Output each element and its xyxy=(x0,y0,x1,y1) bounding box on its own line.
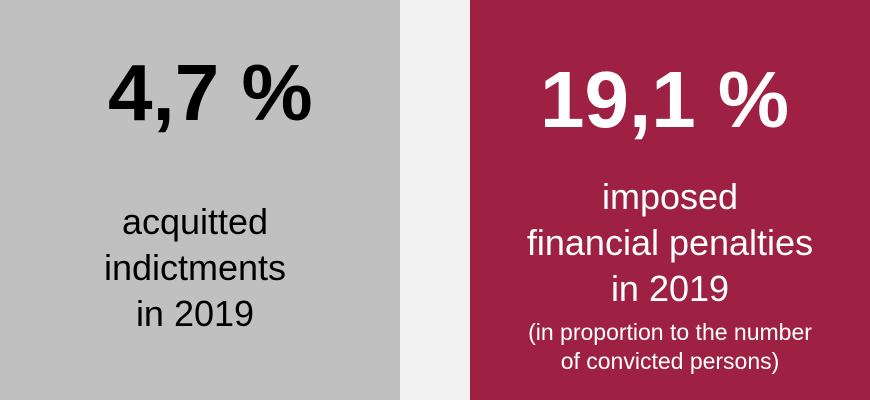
acquitted-stat-panel: 4,7 % acquitted indictments in 2019 xyxy=(0,0,400,400)
financial-penalties-description-line-1: imposed xyxy=(601,176,739,217)
acquitted-percentage: 4,7 % xyxy=(108,48,313,137)
financial-penalties-percentage: 19,1 % xyxy=(540,55,790,144)
financial-penalties-description-line-2: financial penalties xyxy=(526,222,814,263)
acquitted-description: acquitted indictments in 2019 xyxy=(0,199,390,337)
financial-penalties-description: imposed financial penalties in 2019 xyxy=(470,174,870,312)
financial-penalties-note-line-2: of convicted persons) xyxy=(560,348,780,374)
financial-penalties-stat-panel: 19,1 % imposed financial penalties in 20… xyxy=(470,0,870,400)
financial-penalties-note: (in proportion to the number of convicte… xyxy=(470,318,870,376)
financial-penalties-description-line-3: in 2019 xyxy=(610,268,730,309)
financial-penalties-note-line-1: (in proportion to the number xyxy=(528,319,812,345)
acquitted-description-line-1: acquitted xyxy=(121,201,269,242)
acquitted-description-line-2: indictments xyxy=(103,247,287,288)
acquitted-description-line-3: in 2019 xyxy=(135,293,255,334)
